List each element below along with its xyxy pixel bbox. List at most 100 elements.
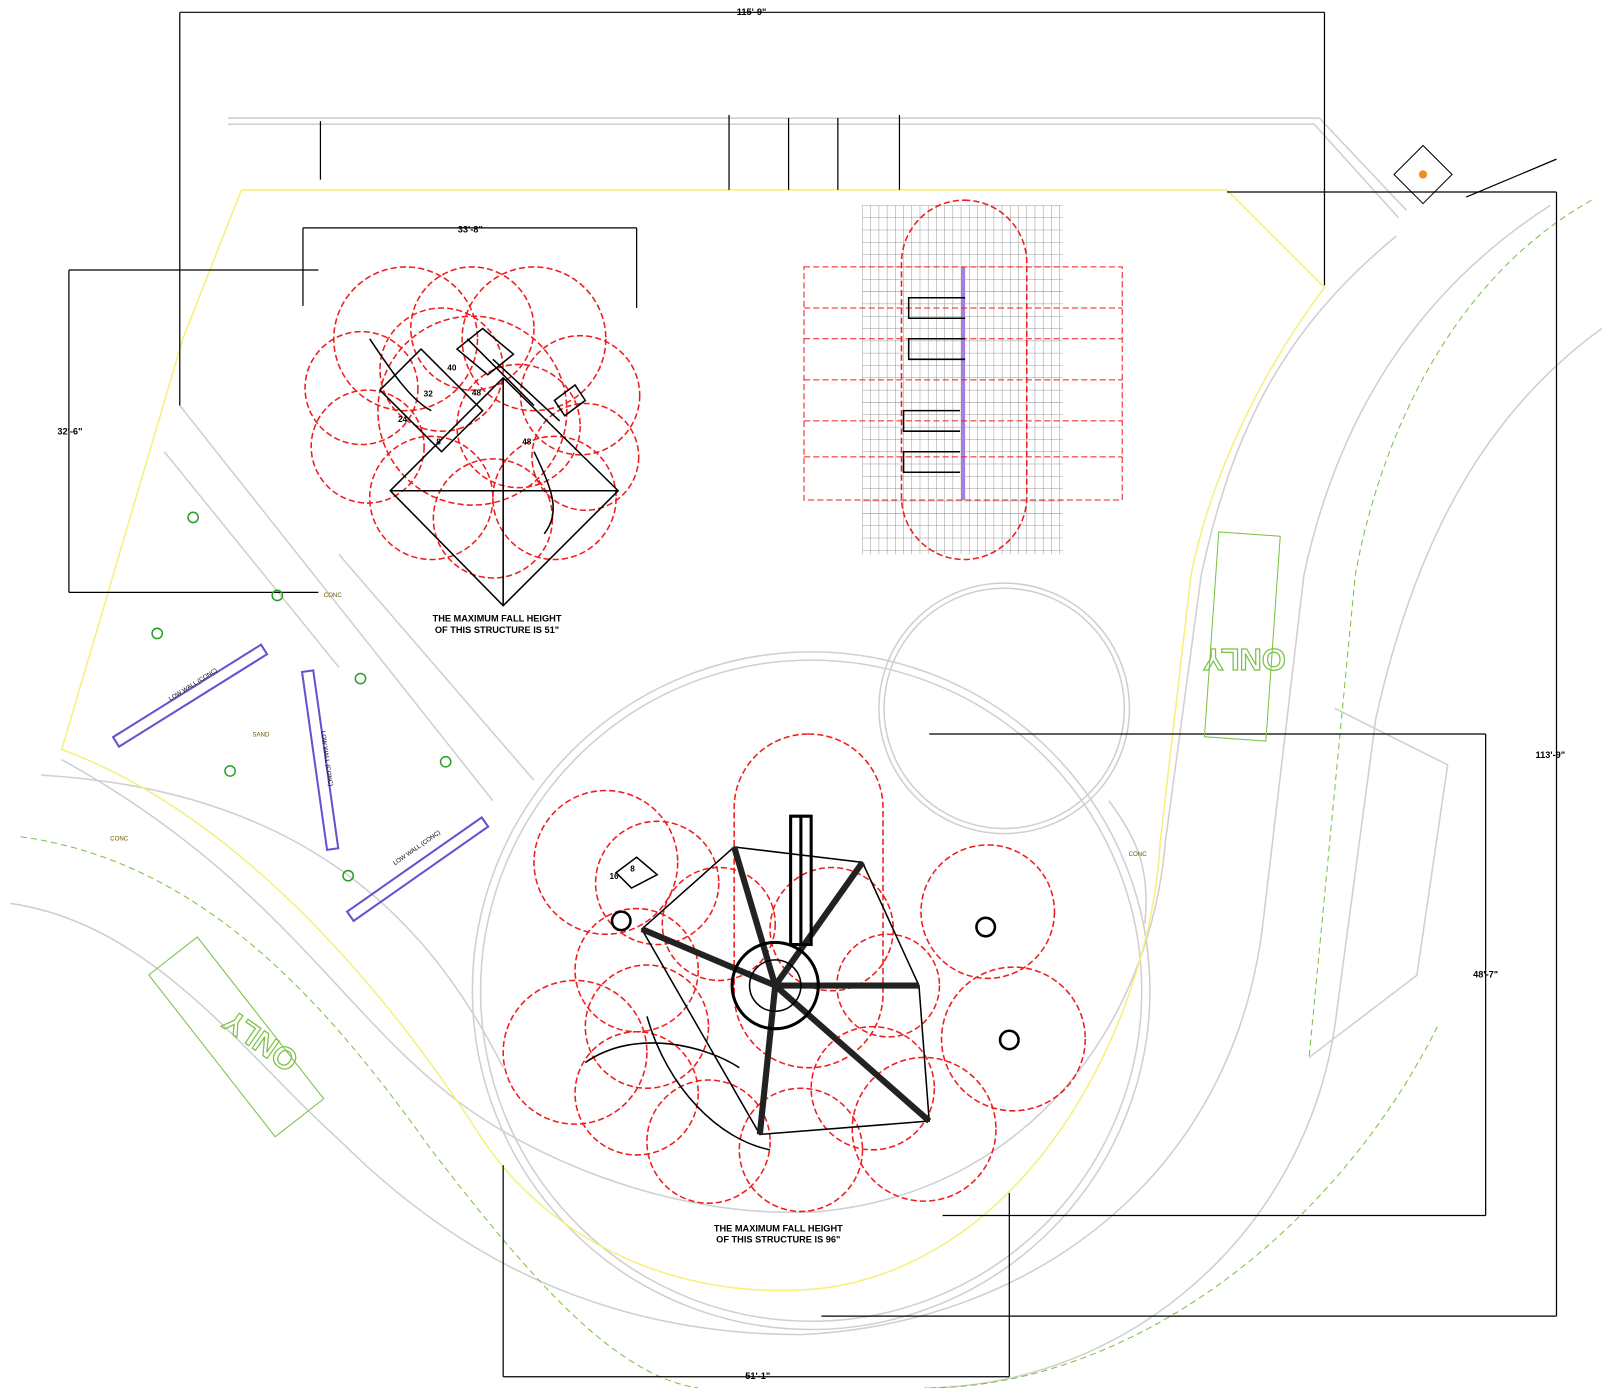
dimension-line — [302, 227, 638, 308]
deck-height: 48 — [522, 438, 532, 447]
spoke — [773, 983, 932, 1124]
play-structure — [584, 856, 771, 1151]
use-zone — [461, 266, 607, 412]
wall-label: LOW WALL (CONC) — [168, 667, 219, 703]
low-wall — [111, 643, 269, 749]
dimension-label: 113'-9" — [1536, 750, 1566, 760]
dimension-line — [502, 1165, 1010, 1378]
tree — [439, 755, 452, 768]
green-line — [924, 1026, 1438, 1388]
note: THE MAXIMUM FALL HEIGHT — [433, 613, 562, 623]
use-zone — [456, 363, 581, 489]
deck-height: 8 — [436, 438, 441, 447]
use-zone — [594, 820, 720, 946]
curb — [10, 204, 1551, 1336]
use-zone — [769, 866, 895, 992]
tree — [151, 627, 164, 640]
play-component — [998, 1029, 1020, 1051]
area-label: CONC — [110, 835, 129, 842]
use-zone — [920, 844, 1056, 980]
use-zone — [533, 789, 679, 936]
use-zone — [531, 402, 640, 512]
swing-seat — [907, 338, 966, 361]
use-zone — [851, 1056, 997, 1202]
curb — [228, 117, 1408, 211]
use-zone — [574, 1030, 700, 1156]
dimension-label: 51'-1" — [745, 1371, 770, 1381]
use-zone — [584, 964, 710, 1089]
sign — [1393, 144, 1453, 205]
spoke — [731, 846, 779, 987]
green-line — [20, 836, 699, 1388]
wall-label: LOW WALL (CONC) — [392, 829, 442, 867]
tower — [730, 940, 820, 1031]
slide — [455, 327, 587, 417]
curb — [1108, 800, 1147, 925]
planter — [878, 582, 1131, 835]
low-wall — [300, 669, 340, 852]
use-zone — [432, 458, 554, 579]
use-zone — [368, 435, 494, 561]
dimension-line — [929, 733, 1487, 1217]
curb — [1308, 707, 1449, 1059]
tree — [187, 511, 200, 524]
swing-seat — [902, 409, 961, 432]
area-label: SAND — [252, 732, 270, 739]
dimension-label: 32'-6" — [57, 427, 82, 437]
play-component — [975, 916, 997, 938]
tree — [354, 672, 367, 685]
dimension-line — [179, 11, 1326, 406]
note: OF THIS STRUCTURE IS 51" — [435, 625, 559, 635]
tower — [748, 959, 802, 1012]
curb — [61, 235, 1397, 1214]
curb — [41, 405, 535, 1069]
play-structure — [369, 338, 620, 607]
sign — [1418, 170, 1428, 179]
use-zone — [377, 315, 568, 506]
use-zone — [304, 330, 419, 446]
deck-height: 8 — [630, 865, 635, 874]
plaza-ring — [479, 659, 1143, 1323]
dimension-label: 33'-8" — [458, 224, 483, 234]
spoke — [640, 926, 777, 989]
plaza-ring — [471, 651, 1151, 1331]
note: OF THIS STRUCTURE IS 96" — [716, 1235, 840, 1245]
slide — [789, 814, 813, 947]
dimension-label: 48'-7" — [1473, 970, 1498, 980]
road-marking: ONLY — [1203, 642, 1286, 677]
tree — [342, 869, 355, 882]
deck-height: 16 — [609, 872, 619, 881]
use-zone — [574, 907, 700, 1033]
curb — [228, 123, 1399, 219]
use-zone — [646, 1079, 771, 1204]
labels: 115'-9" 33'-8" 32'-6" 113'-9" 48'-7" 51'… — [57, 7, 1565, 1381]
spoke — [772, 860, 866, 988]
tree — [224, 765, 236, 777]
road-marking-box — [148, 936, 325, 1138]
curb — [924, 327, 1603, 1388]
dimension-line — [319, 114, 901, 190]
area-label: CONC — [1129, 851, 1148, 858]
road-marking: ONLY — [216, 1003, 304, 1079]
note: THE MAXIMUM FALL HEIGHT — [714, 1223, 843, 1233]
use-zone — [738, 1087, 864, 1213]
dimension-line — [821, 191, 1558, 1317]
use-zone — [519, 334, 641, 456]
road-marking-box — [1203, 531, 1281, 742]
deck-height: 40 — [447, 364, 457, 373]
boundary — [60, 189, 1326, 1292]
swing-seat — [902, 450, 961, 474]
use-zone — [502, 979, 648, 1125]
use-zone — [661, 866, 776, 982]
planter — [883, 587, 1126, 830]
use-zone — [803, 266, 1123, 501]
site-layout — [10, 11, 1603, 1388]
use-zone — [810, 1025, 936, 1151]
green-line — [1308, 199, 1592, 1058]
low-wall — [345, 815, 490, 923]
deck-height: 48 — [472, 388, 482, 397]
use-zone — [410, 266, 535, 391]
wall-label: LOW WALL (CONC) — [319, 731, 334, 787]
use-zone — [492, 435, 617, 561]
